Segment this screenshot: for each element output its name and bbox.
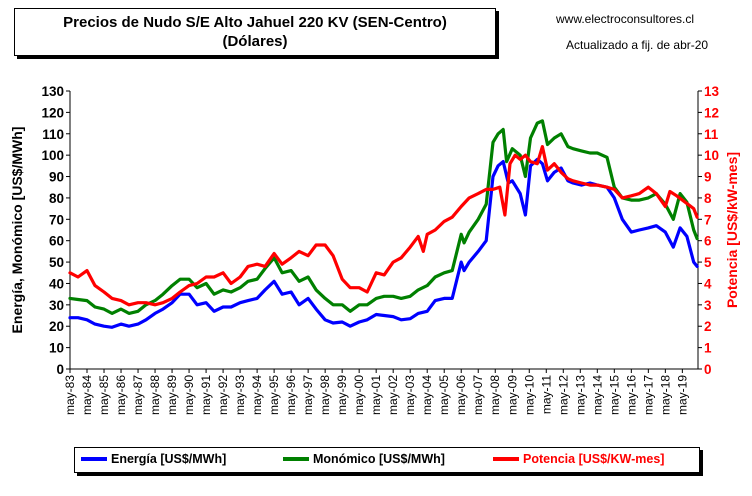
legend-label-potencia: Potencia [US$/KW-mes]	[523, 452, 665, 466]
y2-tick-label: 13	[704, 84, 720, 99]
x-tick-label: may-01	[369, 375, 383, 415]
x-tick-label: may-93	[233, 375, 247, 415]
legend-item-potencia: Potencia [US$/KW-mes]	[493, 452, 664, 466]
x-tick-label: may-99	[335, 375, 349, 415]
legend-label-monomico: Monómico [US$/MWh]	[313, 452, 445, 466]
y-tick-label: 40	[49, 276, 64, 291]
y2-tick-label: 8	[704, 191, 712, 206]
chart-legend: Energía [US$/MWh] Monómico [US$/MWh] Pot…	[74, 447, 700, 473]
chart-title-box: Precios de Nudo S/E Alto Jahuel 220 KV (…	[14, 8, 496, 56]
x-tick-label: may-91	[199, 375, 213, 415]
x-tick-label: may-00	[352, 375, 366, 415]
legend-swatch-monomico	[283, 456, 309, 461]
y-tick-label: 90	[49, 170, 64, 185]
y2-axis-title: Potencia [US$/kW-mes]	[724, 152, 740, 308]
x-tick-label: may-89	[165, 375, 179, 415]
y2-tick-label: 12	[704, 105, 719, 120]
y-tick-label: 120	[41, 105, 64, 120]
series-line-potencia	[68, 145, 699, 307]
y-tick-label: 130	[41, 84, 64, 99]
x-tick-label: may-06	[454, 375, 468, 415]
y2-tick-label: 5	[704, 255, 712, 270]
legend-swatch-potencia	[493, 456, 519, 461]
y-tick-label: 80	[49, 191, 64, 206]
x-tick-label: may-84	[80, 375, 94, 415]
y-tick-label: 60	[49, 234, 64, 249]
x-tick-label: may-15	[607, 375, 621, 415]
y2-tick-label: 11	[704, 127, 719, 142]
y2-tick-label: 4	[704, 276, 712, 291]
y-axis-title: Energía, Monómico [US$/MWh]	[9, 127, 25, 334]
x-tick-label: may-08	[488, 375, 502, 415]
x-tick-label: may-94	[250, 375, 264, 415]
chart-title: Precios de Nudo S/E Alto Jahuel 220 KV (…	[63, 14, 447, 31]
y2-tick-label: 3	[704, 298, 712, 313]
y-tick-label: 100	[41, 148, 64, 163]
x-tick-label: may-03	[403, 375, 417, 415]
y-tick-label: 110	[42, 127, 64, 142]
y2-tick-label: 7	[704, 212, 712, 227]
x-tick-label: may-90	[182, 375, 196, 415]
chart-subtitle: (Dólares)	[222, 33, 288, 50]
legend-label-energia: Energía [US$/MWh]	[111, 452, 227, 466]
x-tick-label: may-83	[63, 375, 77, 415]
x-tick-label: may-12	[556, 375, 570, 415]
x-tick-label: may-86	[114, 375, 128, 415]
legend-swatch-energia	[81, 456, 107, 461]
legend-item-energia: Energía [US$/MWh]	[81, 452, 226, 466]
x-tick-label: may-85	[97, 375, 111, 415]
x-tick-label: may-95	[267, 375, 281, 415]
x-tick-label: may-16	[624, 375, 638, 415]
y-tick-label: 70	[49, 212, 64, 227]
y-tick-label: 20	[49, 319, 64, 334]
x-tick-label: may-19	[675, 375, 689, 415]
x-tick-label: may-02	[386, 375, 400, 415]
x-tick-label: may-87	[131, 375, 145, 415]
x-tick-label: may-92	[216, 375, 230, 415]
x-tick-label: may-09	[505, 375, 519, 415]
x-tick-label: may-10	[522, 375, 536, 415]
updated-text: Actualizado a fij. de abr-20	[566, 38, 709, 52]
x-tick-label: may-05	[437, 375, 451, 415]
x-tick-label: may-14	[590, 375, 604, 415]
x-tick-label: may-13	[573, 375, 587, 415]
y-tick-label: 0	[56, 362, 64, 377]
y2-tick-label: 10	[704, 148, 719, 163]
y-tick-label: 50	[49, 255, 64, 270]
x-tick-label: may-96	[284, 375, 298, 415]
website-text: www.electroconsultores.cl	[556, 12, 695, 26]
y2-tick-label: 6	[704, 234, 712, 249]
series-line-monomico	[68, 119, 699, 315]
y2-tick-label: 9	[704, 170, 712, 185]
x-tick-label: may-11	[539, 375, 553, 414]
x-tick-label: may-18	[658, 375, 672, 415]
x-tick-label: may-97	[301, 375, 315, 415]
y-tick-label: 10	[49, 341, 64, 356]
x-tick-label: may-07	[471, 375, 485, 415]
x-tick-label: may-17	[641, 375, 655, 415]
x-tick-label: may-04	[420, 375, 434, 415]
y2-tick-label: 1	[704, 341, 712, 356]
x-tick-label: may-88	[148, 375, 162, 415]
x-tick-label: may-98	[318, 375, 332, 415]
y-tick-label: 30	[49, 298, 64, 313]
legend-item-monomico: Monómico [US$/MWh]	[283, 452, 445, 466]
y2-tick-label: 0	[704, 362, 712, 377]
y2-tick-label: 2	[704, 319, 712, 334]
